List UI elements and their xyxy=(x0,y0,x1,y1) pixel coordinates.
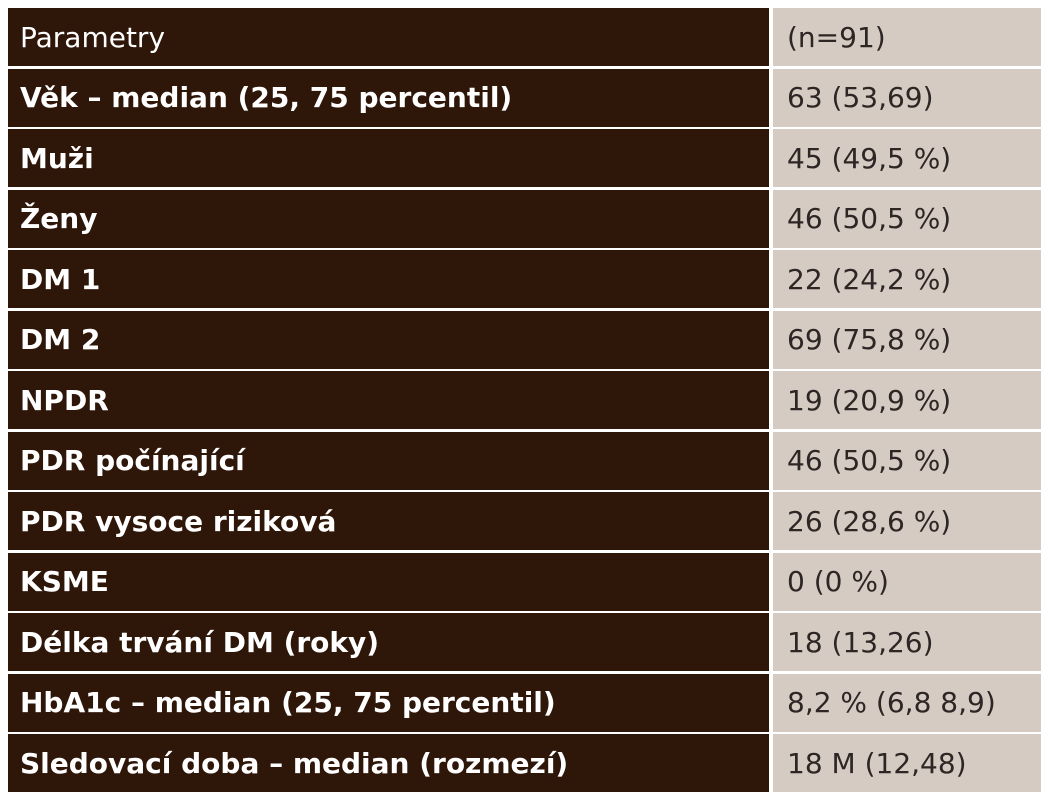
row-label: Ženy xyxy=(8,189,769,248)
row-label: KSME xyxy=(8,552,769,611)
table-row: KSME 0 (0 %) xyxy=(8,552,1041,611)
row-value: 0 (0 %) xyxy=(773,552,1041,611)
parameters-table: Parametry (n=91) Věk – median (25, 75 pe… xyxy=(8,8,1041,792)
table-row: Muži 45 (49,5 %) xyxy=(8,129,1041,187)
row-label: Věk – median (25, 75 percentil) xyxy=(8,68,769,127)
row-value: 8,2 % (6,8 8,9) xyxy=(773,673,1041,732)
row-label: NPDR xyxy=(8,371,769,429)
row-label: HbA1c – median (25, 75 percentil) xyxy=(8,673,769,732)
row-label: Délka trvání DM (roky) xyxy=(8,613,769,671)
table-row: PDR vysoce riziková 26 (28,6 %) xyxy=(8,492,1041,550)
header-value: (n=91) xyxy=(773,8,1041,66)
header-label: Parametry xyxy=(8,8,769,66)
table-row: Sledovací doba – median (rozmezí) 18 M (… xyxy=(8,734,1041,792)
table-row: Délka trvání DM (roky) 18 (13,26) xyxy=(8,613,1041,671)
table-row: Věk – median (25, 75 percentil) 63 (53,6… xyxy=(8,68,1041,127)
table-row: HbA1c – median (25, 75 percentil) 8,2 % … xyxy=(8,673,1041,732)
row-value: 19 (20,9 %) xyxy=(773,371,1041,429)
table-row: NPDR 19 (20,9 %) xyxy=(8,371,1041,429)
table-header-row: Parametry (n=91) xyxy=(8,8,1041,66)
row-label: DM 2 xyxy=(8,310,769,369)
row-label: PDR počínající xyxy=(8,431,769,490)
row-value: 18 M (12,48) xyxy=(773,734,1041,792)
row-value: 63 (53,69) xyxy=(773,68,1041,127)
row-value: 46 (50,5 %) xyxy=(773,431,1041,490)
row-label: DM 1 xyxy=(8,250,769,308)
row-value: 45 (49,5 %) xyxy=(773,129,1041,187)
row-label: PDR vysoce riziková xyxy=(8,492,769,550)
row-value: 69 (75,8 %) xyxy=(773,310,1041,369)
row-value: 26 (28,6 %) xyxy=(773,492,1041,550)
row-value: 22 (24,2 %) xyxy=(773,250,1041,308)
table-row: DM 2 69 (75,8 %) xyxy=(8,310,1041,369)
row-label: Muži xyxy=(8,129,769,187)
table-row: DM 1 22 (24,2 %) xyxy=(8,250,1041,308)
row-value: 46 (50,5 %) xyxy=(773,189,1041,248)
row-label: Sledovací doba – median (rozmezí) xyxy=(8,734,769,792)
table-row: PDR počínající 46 (50,5 %) xyxy=(8,431,1041,490)
row-value: 18 (13,26) xyxy=(773,613,1041,671)
table-row: Ženy 46 (50,5 %) xyxy=(8,189,1041,248)
